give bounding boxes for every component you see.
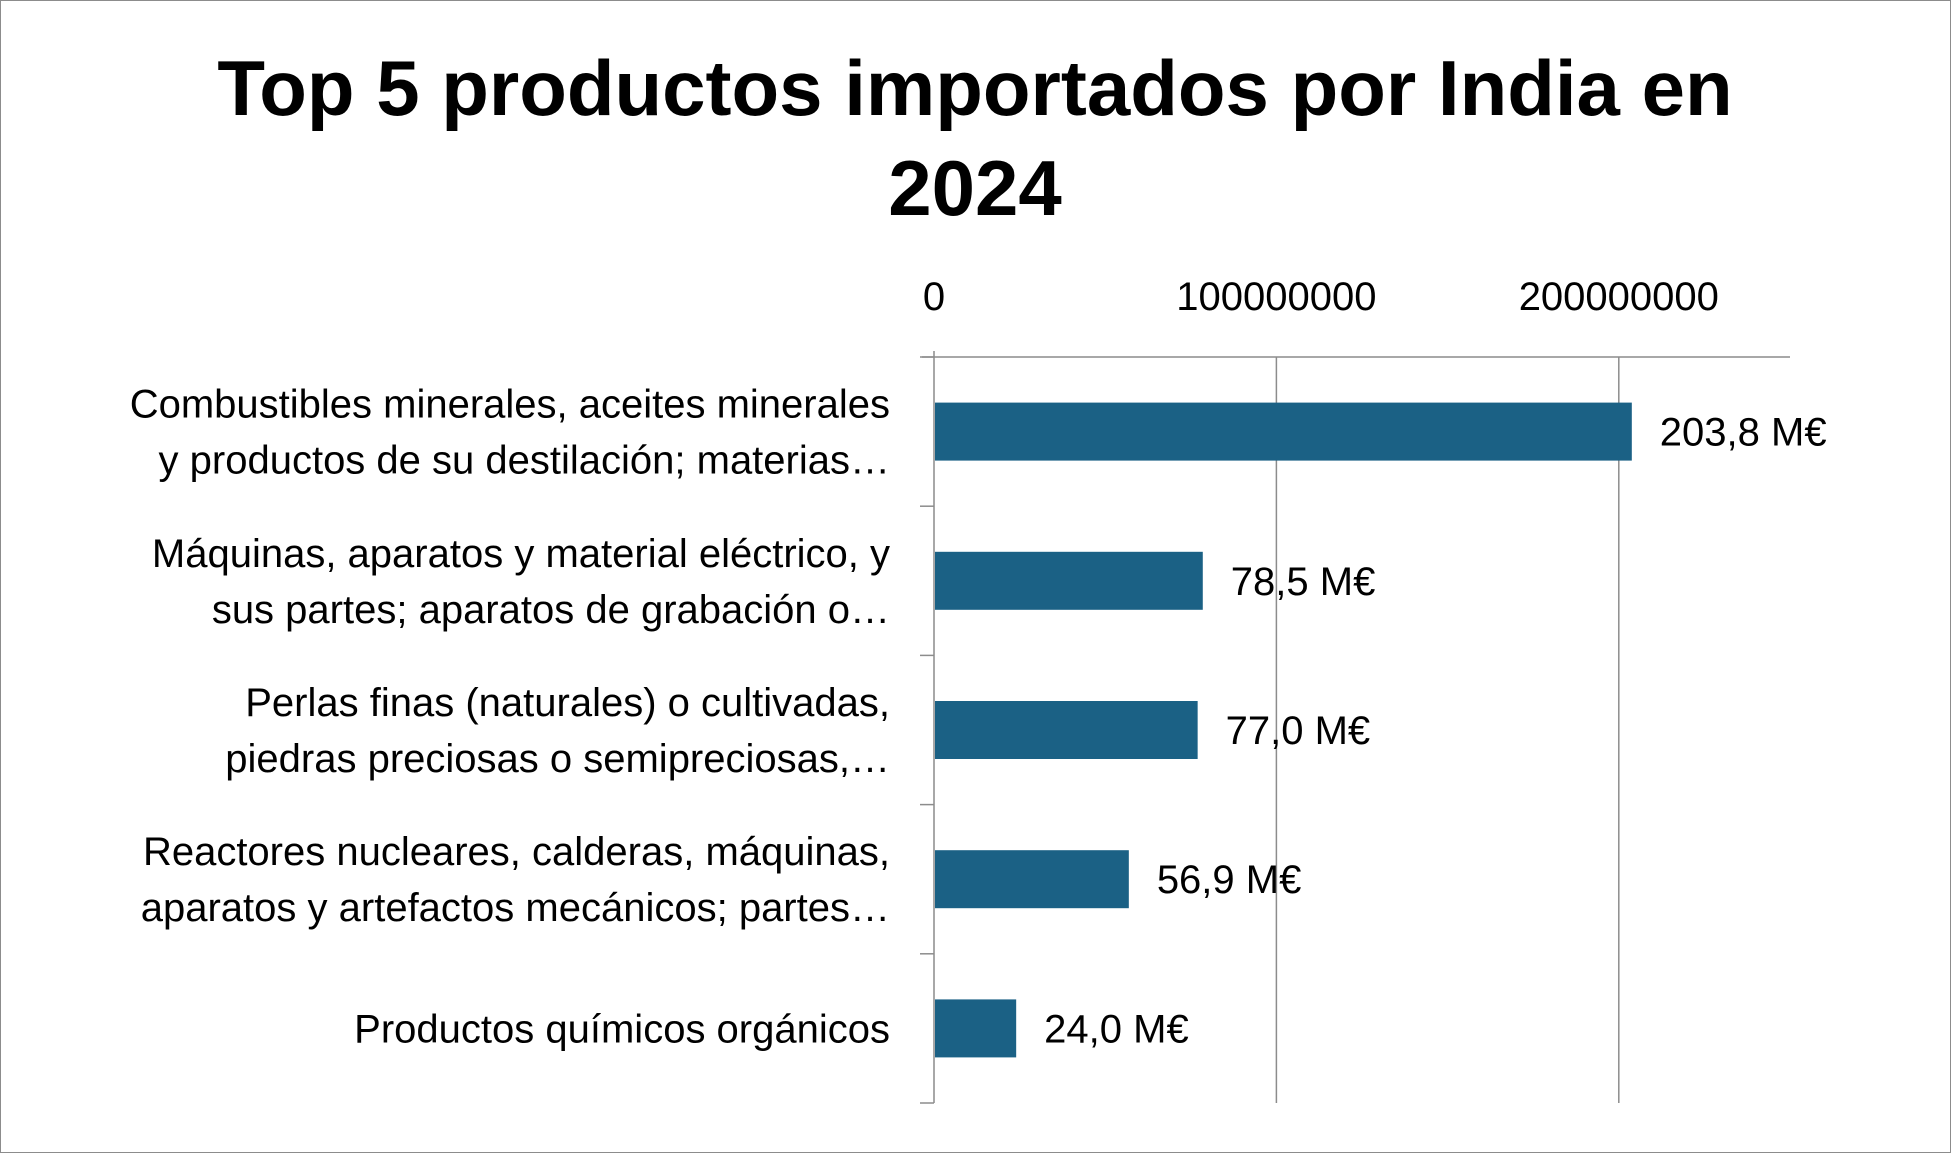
category-label: Combustibles minerales, aceites minerale… (130, 383, 890, 427)
data-label: 24,0 M€ (1044, 1007, 1189, 1051)
bar (935, 551, 1203, 610)
category-label: sus partes; aparatos de grabación o… (212, 588, 890, 632)
bar (935, 402, 1632, 461)
bar (935, 999, 1017, 1058)
bar (935, 850, 1129, 909)
data-label: 56,9 M€ (1157, 858, 1302, 902)
bar (935, 701, 1198, 759)
category-label: Productos químicos orgánicos (354, 1007, 890, 1051)
x-tick-label: 0 (923, 275, 945, 319)
data-label: 77,0 M€ (1226, 709, 1371, 753)
category-label: y productos de su destilación; materias… (159, 439, 890, 483)
category-label: Máquinas, aparatos y material eléctrico,… (152, 532, 890, 576)
category-label: Perlas finas (naturales) o cultivadas, (245, 681, 890, 725)
category-label: piedras preciosas o semipreciosas,… (225, 737, 890, 781)
category-label: Reactores nucleares, calderas, máquinas, (143, 830, 890, 874)
x-tick-label: 100000000 (1176, 275, 1376, 319)
category-label: aparatos y artefactos mecánicos; partes… (141, 886, 890, 930)
data-label: 203,8 M€ (1660, 411, 1827, 455)
chart-title: Top 5 productos importados por India en … (217, 44, 1733, 232)
x-tick-label: 200000000 (1519, 275, 1719, 319)
data-label: 78,5 M€ (1231, 560, 1376, 604)
